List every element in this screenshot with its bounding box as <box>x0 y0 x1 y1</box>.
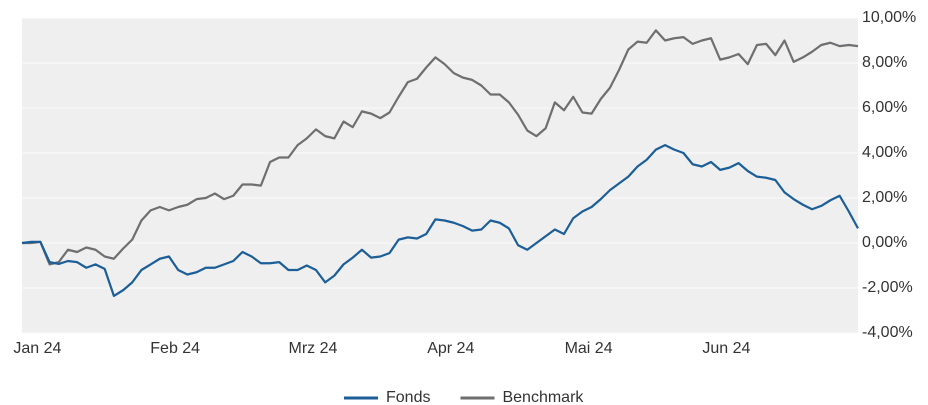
x-tick-label: Apr 24 <box>427 340 474 357</box>
x-tick-label: Jan 24 <box>13 340 61 357</box>
y-tick-label: 4,00% <box>862 144 907 161</box>
y-tick-label: -2,00% <box>862 279 913 296</box>
line-series <box>22 29 859 266</box>
x-tick-label: Mai 24 <box>565 340 613 357</box>
legend-label: Fonds <box>386 389 430 405</box>
y-tick-label: 2,00% <box>862 189 907 206</box>
x-tick-label: Mrz 24 <box>289 340 338 357</box>
plot-area <box>22 18 858 333</box>
x-tick-label: Jun 24 <box>702 340 750 357</box>
y-tick-label: 8,00% <box>862 54 907 71</box>
y-tick-label: 6,00% <box>862 99 907 116</box>
y-tick-label: 0,00% <box>862 234 907 251</box>
y-tick-label: 10,00% <box>862 9 916 26</box>
legend-label: Benchmark <box>502 389 584 405</box>
x-tick-label: Feb 24 <box>150 340 200 357</box>
line-series <box>21 144 859 297</box>
y-tick-label: -4,00% <box>862 324 913 341</box>
